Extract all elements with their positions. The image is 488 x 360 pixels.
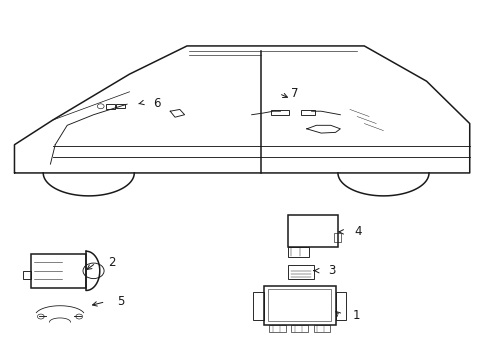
Text: 3: 3 [328, 264, 335, 277]
Bar [268, 289, 330, 321]
Text: 7: 7 [290, 87, 298, 100]
Bar [287, 247, 308, 257]
Bar [291, 325, 307, 332]
Bar [105, 104, 115, 109]
Bar [263, 286, 335, 325]
Text: 6: 6 [153, 96, 161, 109]
Bar [22, 271, 31, 279]
Bar [287, 215, 337, 247]
Bar [270, 110, 288, 115]
Bar [313, 325, 329, 332]
Text: 5: 5 [117, 295, 124, 308]
Bar [287, 265, 313, 279]
Bar [116, 104, 124, 108]
Bar [269, 325, 285, 332]
Text: 4: 4 [354, 225, 362, 238]
Text: 1: 1 [351, 309, 359, 322]
Bar [333, 233, 340, 242]
Text: 2: 2 [108, 256, 115, 269]
Bar [300, 110, 314, 115]
Bar [253, 292, 263, 320]
Bar [335, 292, 346, 320]
Bar [31, 254, 86, 288]
